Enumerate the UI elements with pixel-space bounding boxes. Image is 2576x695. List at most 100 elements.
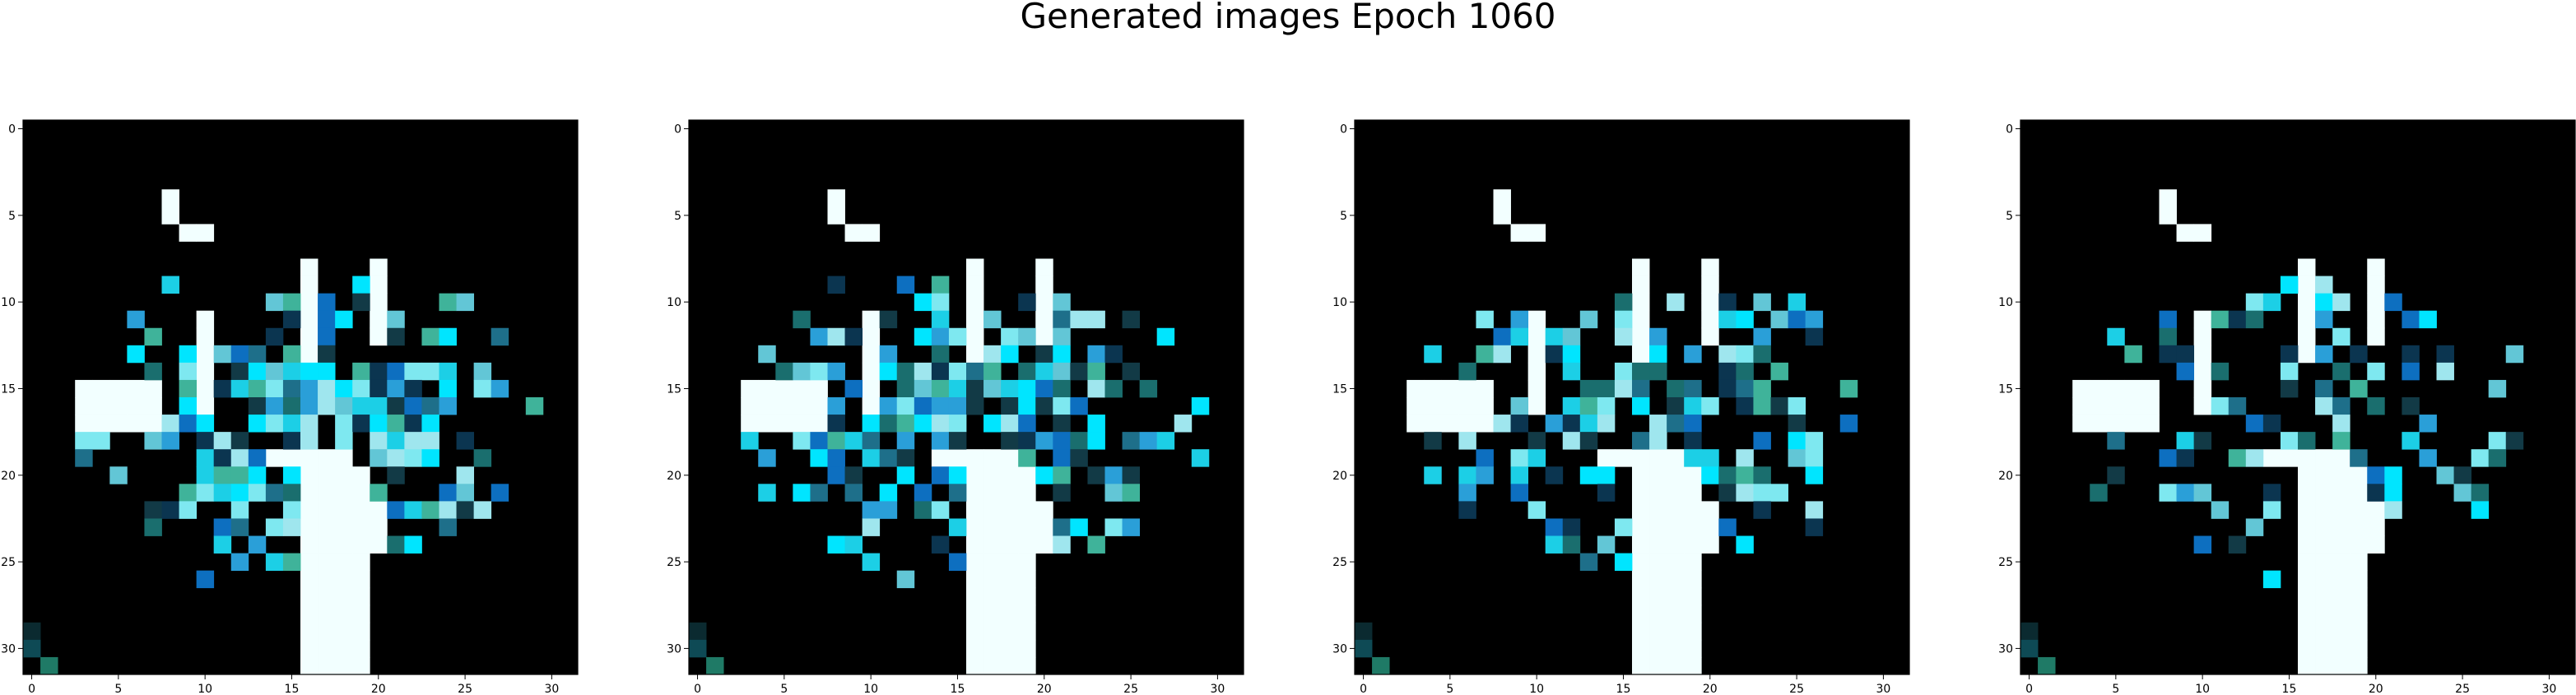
image-pixel bbox=[2298, 605, 2316, 623]
image-pixel bbox=[2262, 449, 2281, 467]
image-pixel bbox=[1018, 587, 1036, 606]
image-pixel bbox=[1424, 466, 1442, 484]
image-pixel bbox=[318, 570, 336, 589]
image-pixel bbox=[196, 466, 215, 484]
image-pixel bbox=[248, 449, 267, 467]
image-pixel bbox=[1614, 310, 1633, 329]
image-pixel bbox=[75, 397, 93, 415]
image-pixel bbox=[1770, 362, 1788, 381]
image-pixel bbox=[844, 379, 863, 398]
y-tick-label: 5 bbox=[674, 210, 681, 223]
image-pixel bbox=[248, 379, 267, 398]
image-pixel bbox=[1156, 432, 1175, 450]
image-pixel bbox=[983, 622, 1002, 641]
image-pixel bbox=[1018, 553, 1036, 572]
image-pixel bbox=[896, 276, 915, 294]
image-pixel bbox=[2245, 310, 2264, 329]
image-pixel bbox=[1053, 415, 1071, 433]
image-pixel bbox=[1736, 362, 1754, 381]
image-pixel bbox=[300, 656, 319, 675]
image-pixel bbox=[144, 397, 162, 415]
y-tick-label: 30 bbox=[1332, 642, 1347, 656]
image-pixel bbox=[741, 397, 759, 415]
image-pixel bbox=[1632, 397, 1650, 415]
x-tick-label: 15 bbox=[951, 683, 965, 695]
image-pixel bbox=[1684, 432, 1702, 450]
image-pixel bbox=[196, 432, 215, 450]
x-tick-label: 15 bbox=[285, 683, 300, 695]
image-pixel bbox=[2090, 397, 2108, 415]
image-pixel bbox=[1122, 484, 1141, 502]
image-pixel bbox=[1053, 518, 1071, 536]
image-pixel bbox=[404, 379, 422, 398]
image-pixel bbox=[335, 501, 353, 519]
image-pixel bbox=[2211, 310, 2230, 329]
image-pixel bbox=[966, 293, 984, 312]
image-pixel bbox=[265, 397, 284, 415]
image-pixel bbox=[318, 397, 336, 415]
y-tick-label: 5 bbox=[2006, 210, 2013, 223]
image-pixel bbox=[2505, 345, 2524, 364]
image-pixel bbox=[2315, 484, 2333, 502]
image-pixel bbox=[2350, 605, 2368, 623]
image-pixel bbox=[230, 379, 249, 398]
image-pixel bbox=[1001, 518, 1019, 536]
image-pixel bbox=[948, 415, 967, 433]
image-pixel bbox=[2419, 449, 2437, 467]
image-pixel bbox=[1070, 310, 1088, 329]
image-pixel bbox=[1805, 501, 1824, 519]
image-pixel bbox=[144, 518, 162, 536]
image-pixel bbox=[1001, 587, 1019, 606]
image-pixel bbox=[230, 518, 249, 536]
image-pixel bbox=[2488, 379, 2507, 398]
image-pixel bbox=[1649, 570, 1667, 589]
image-pixel bbox=[1684, 535, 1702, 554]
image-pixel bbox=[2107, 432, 2125, 450]
image-pixel bbox=[966, 327, 984, 346]
image-pixel bbox=[439, 293, 457, 312]
image-pixel bbox=[879, 310, 898, 329]
image-pixel bbox=[1441, 415, 1459, 433]
image-pixel bbox=[1053, 310, 1071, 329]
image-pixel bbox=[1510, 484, 1529, 502]
image-pixel bbox=[2124, 345, 2142, 364]
image-pixel bbox=[1649, 449, 1667, 467]
image-pixel bbox=[335, 466, 353, 484]
image-pixel bbox=[2384, 466, 2402, 484]
image-pixel bbox=[1087, 415, 1105, 433]
image-pixel bbox=[1649, 622, 1667, 641]
image-pixel bbox=[92, 379, 110, 398]
image-pixel bbox=[2315, 345, 2333, 364]
image-pixel bbox=[1191, 449, 1210, 467]
image-pixel bbox=[109, 415, 128, 433]
image-pixel bbox=[370, 415, 388, 433]
image-pixel bbox=[265, 379, 284, 398]
image-pixel bbox=[300, 432, 319, 450]
image-pixel bbox=[810, 379, 828, 398]
image-pixel bbox=[1649, 415, 1667, 433]
generated-image-2: 0 5 10 15 20 25 30 0 5 10 15 20 25 30 bbox=[667, 119, 1244, 695]
image-pixel bbox=[1579, 432, 1598, 450]
image-pixel bbox=[2315, 501, 2333, 519]
image-pixel bbox=[300, 484, 319, 502]
image-pixel bbox=[318, 501, 336, 519]
image-pixel bbox=[1035, 518, 1053, 536]
image-pixel bbox=[896, 570, 915, 589]
image-pixel bbox=[1053, 484, 1071, 502]
image-pixel bbox=[1736, 484, 1754, 502]
image-pixel bbox=[810, 327, 828, 346]
y-tick-label: 25 bbox=[1332, 556, 1347, 569]
image-pixel bbox=[1649, 362, 1667, 381]
image-pixel bbox=[2436, 345, 2454, 364]
image-pixel bbox=[1632, 310, 1650, 329]
image-pixel bbox=[2124, 397, 2142, 415]
image-pixel bbox=[92, 432, 110, 450]
image-pixel bbox=[2176, 432, 2195, 450]
image-pixel bbox=[1805, 466, 1824, 484]
image-pixel bbox=[948, 362, 967, 381]
image-pixel bbox=[1667, 570, 1685, 589]
image-pixel bbox=[1053, 327, 1071, 346]
image-pixel bbox=[1788, 397, 1806, 415]
image-pixel bbox=[1667, 466, 1685, 484]
image-pixel bbox=[370, 276, 388, 294]
